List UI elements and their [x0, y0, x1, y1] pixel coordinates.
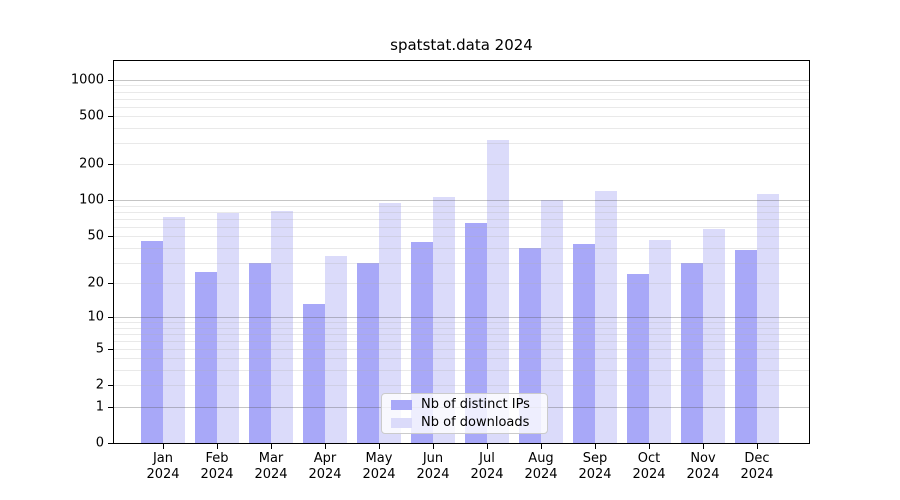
bar-distinct-ips: [465, 222, 487, 443]
bar-downloads: [379, 203, 401, 443]
x-tick-mark: [703, 444, 704, 449]
bar-distinct-ips: [735, 250, 757, 443]
x-tick-label: Jul 2024: [470, 451, 504, 482]
x-tick-label: Feb 2024: [200, 451, 234, 482]
x-tick-label: Jan 2024: [146, 451, 180, 482]
y-tick-label: 5: [95, 341, 104, 357]
y-tick-mark: [108, 348, 113, 350]
y-tick-mark: [108, 316, 113, 318]
y-tick-mark: [108, 164, 113, 166]
y-tick-label: 2: [95, 377, 104, 393]
x-tick-mark: [271, 444, 272, 449]
legend-item-distinct-ips: Nb of distinct IPs: [391, 396, 538, 412]
bar-downloads: [541, 200, 563, 443]
bar-downloads: [487, 139, 509, 443]
y-tick-mark: [108, 79, 113, 81]
bar-downloads: [757, 194, 779, 443]
bar-downloads: [325, 256, 347, 443]
y-tick-mark: [108, 116, 113, 118]
y-tick-mark: [108, 282, 113, 284]
bar-downloads: [163, 216, 185, 443]
bar-downloads: [217, 213, 239, 443]
y-tick-label: 0: [95, 435, 104, 451]
bar-distinct-ips: [411, 241, 433, 443]
bar-distinct-ips: [195, 271, 217, 443]
y-tick-mark: [108, 236, 113, 238]
legend: Nb of distinct IPs Nb of downloads: [381, 393, 548, 434]
y-tick-mark: [108, 443, 113, 444]
x-tick-label: May 2024: [362, 451, 396, 482]
x-tick-mark: [757, 444, 758, 449]
bar-downloads: [433, 196, 455, 443]
x-tick-mark: [541, 444, 542, 449]
x-tick-mark: [325, 444, 326, 449]
y-tick-label: 1: [95, 399, 104, 415]
bar-distinct-ips: [303, 304, 325, 443]
y-tick-label: 10: [87, 309, 104, 325]
bar-distinct-ips: [249, 262, 271, 443]
x-tick-mark: [433, 444, 434, 449]
x-tick-mark: [379, 444, 380, 449]
bar-distinct-ips: [573, 244, 595, 443]
y-tick-label: 1000: [70, 72, 104, 88]
bar-distinct-ips: [357, 262, 379, 443]
y-tick-mark: [108, 200, 113, 202]
legend-item-downloads: Nb of downloads: [391, 414, 538, 430]
x-tick-label: Apr 2024: [308, 451, 342, 482]
bar-downloads: [595, 190, 617, 443]
x-tick-label: Oct 2024: [632, 451, 666, 482]
legend-label-downloads: Nb of downloads: [421, 414, 530, 430]
bar-downloads: [271, 211, 293, 443]
bar-distinct-ips: [141, 240, 163, 443]
bar-distinct-ips: [627, 273, 649, 443]
legend-swatch-downloads: [391, 417, 412, 428]
legend-label-distinct-ips: Nb of distinct IPs: [421, 396, 530, 412]
y-tick-mark: [108, 385, 113, 387]
x-tick-mark: [163, 444, 164, 449]
chart-title: spatstat.data 2024: [390, 36, 533, 54]
bar-downloads: [649, 239, 671, 443]
y-tick-label: 200: [79, 156, 104, 172]
x-tick-label: Mar 2024: [254, 451, 288, 482]
x-tick-mark: [649, 444, 650, 449]
bar-downloads: [703, 228, 725, 443]
x-tick-label: Jun 2024: [416, 451, 450, 482]
bar-distinct-ips: [681, 262, 703, 443]
x-tick-mark: [595, 444, 596, 449]
legend-swatch-distinct-ips: [391, 399, 412, 410]
y-tick-label: 20: [87, 275, 104, 291]
y-tick-label: 500: [79, 108, 104, 124]
x-tick-label: Sep 2024: [578, 451, 612, 482]
bars-layer: [114, 61, 809, 443]
x-tick-label: Dec 2024: [740, 451, 774, 482]
x-tick-mark: [217, 444, 218, 449]
y-tick-label: 50: [87, 228, 104, 244]
x-tick-mark: [487, 444, 488, 449]
plot-area: Nb of distinct IPs Nb of downloads: [113, 60, 810, 444]
y-tick-label: 100: [79, 192, 104, 208]
x-tick-label: Aug 2024: [524, 451, 558, 482]
x-tick-label: Nov 2024: [686, 451, 720, 482]
y-tick-mark: [108, 406, 113, 408]
